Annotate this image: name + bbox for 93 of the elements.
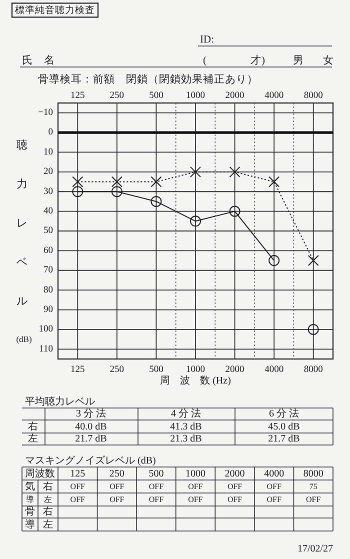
text: 4 分 法 bbox=[171, 407, 201, 420]
text: 左 bbox=[28, 432, 38, 444]
text: 右 bbox=[28, 421, 38, 432]
x-axis-title: 周 波 数 (Hz) bbox=[160, 374, 231, 386]
text: OFF bbox=[188, 482, 204, 491]
point bbox=[268, 255, 280, 266]
text: 41.3 dB bbox=[170, 421, 202, 432]
text: 右 bbox=[43, 506, 53, 518]
text: OFF bbox=[70, 494, 86, 504]
text: 4000 bbox=[264, 365, 284, 376]
text: OFF bbox=[227, 482, 243, 491]
category-label: 250 bbox=[109, 468, 124, 480]
text: 女 bbox=[323, 54, 334, 66]
point bbox=[150, 176, 162, 188]
point bbox=[190, 216, 201, 227]
point bbox=[150, 196, 162, 207]
y-tick-label: −10 bbox=[38, 108, 54, 118]
text: OFF bbox=[266, 482, 282, 491]
text: ID: bbox=[200, 34, 214, 46]
text: 40.0 dB bbox=[75, 421, 108, 432]
text: OFF bbox=[188, 494, 204, 504]
y-tick-label: 110 bbox=[39, 344, 54, 354]
text: OFF bbox=[70, 482, 86, 491]
category-label: 2000 bbox=[224, 468, 245, 480]
text: 21.3 dB bbox=[170, 433, 202, 444]
text: OFF bbox=[110, 482, 125, 491]
y-tick-label: 10 bbox=[44, 147, 54, 158]
text: 500 bbox=[149, 365, 164, 376]
x-tick-label: 500 bbox=[149, 91, 164, 102]
x-tick-label: 2000 bbox=[225, 91, 245, 102]
text: 聴力レベル (dB) bbox=[16, 140, 32, 344]
text: 125 bbox=[70, 365, 86, 376]
y-tick-label: 80 bbox=[44, 285, 54, 296]
text: 17/02/27 bbox=[297, 543, 333, 554]
text: 骨 bbox=[25, 506, 35, 518]
text: OFF bbox=[227, 494, 243, 504]
text: 250 bbox=[110, 365, 124, 376]
category-label: 500 bbox=[148, 468, 164, 480]
point bbox=[111, 186, 122, 198]
category-label: 125 bbox=[70, 468, 86, 480]
x-tick-label: 4000 bbox=[264, 91, 284, 102]
point bbox=[229, 206, 240, 217]
point bbox=[72, 176, 84, 188]
y-tick-label: 50 bbox=[44, 226, 54, 236]
y-tick-label: 20 bbox=[44, 167, 54, 178]
text: 3 分 法 bbox=[76, 407, 106, 420]
category-label: 1000 bbox=[186, 468, 206, 480]
text: OFF bbox=[266, 494, 282, 504]
text: 8000 bbox=[304, 365, 324, 376]
text: OFF bbox=[110, 494, 125, 504]
text: ( 才) bbox=[203, 53, 266, 66]
y-tick-label: 70 bbox=[44, 266, 54, 276]
y-tick-label: 40 bbox=[44, 206, 54, 216]
point bbox=[229, 166, 240, 178]
text: 周波数 bbox=[25, 467, 55, 480]
point bbox=[268, 176, 280, 188]
y-tick-label: 100 bbox=[38, 324, 54, 335]
x-tick-label: 8000 bbox=[304, 91, 324, 102]
text: 21.7 dB bbox=[268, 433, 300, 444]
x-tick-label: 250 bbox=[110, 91, 124, 102]
text: 導 bbox=[25, 518, 35, 530]
text: 氏 名 bbox=[22, 53, 55, 66]
text: 左 bbox=[44, 494, 52, 504]
text: 骨導検耳：前額 閉鎖（閉鎖効果補正あり） bbox=[38, 72, 258, 86]
category-label: 4000 bbox=[264, 468, 284, 480]
text: 75 bbox=[309, 482, 318, 491]
text: OFF bbox=[306, 494, 322, 504]
text: 気 bbox=[25, 481, 35, 492]
y-tick-label: 90 bbox=[44, 304, 54, 315]
text: OFF bbox=[148, 482, 164, 491]
category-label: 8000 bbox=[303, 468, 324, 480]
text: 21.7 dB bbox=[75, 433, 108, 444]
y-tick-label: 30 bbox=[44, 186, 54, 197]
text: 男 bbox=[293, 54, 304, 66]
x-tick-label: 125 bbox=[70, 91, 86, 102]
point bbox=[111, 176, 122, 188]
point bbox=[190, 166, 201, 178]
text: 2000 bbox=[225, 365, 245, 376]
text: 右 bbox=[43, 481, 53, 492]
text: 左 bbox=[43, 518, 53, 530]
text: マスキングノイズレベル (dB) bbox=[25, 454, 156, 466]
text: 平均聴力レベル bbox=[25, 395, 95, 408]
point bbox=[308, 255, 319, 266]
x-tick-label: 1000 bbox=[186, 91, 206, 102]
text: 45.0 dB bbox=[268, 421, 300, 432]
text: OFF bbox=[148, 494, 164, 504]
y-tick-label: 60 bbox=[44, 246, 54, 256]
chart-title: 標準純音聴力検査 bbox=[15, 4, 95, 16]
text: 1000 bbox=[186, 365, 206, 376]
y-tick-label: 0 bbox=[48, 128, 54, 138]
text: 6 分 法 bbox=[269, 407, 299, 420]
point bbox=[72, 186, 84, 198]
text: 導 bbox=[26, 494, 34, 504]
